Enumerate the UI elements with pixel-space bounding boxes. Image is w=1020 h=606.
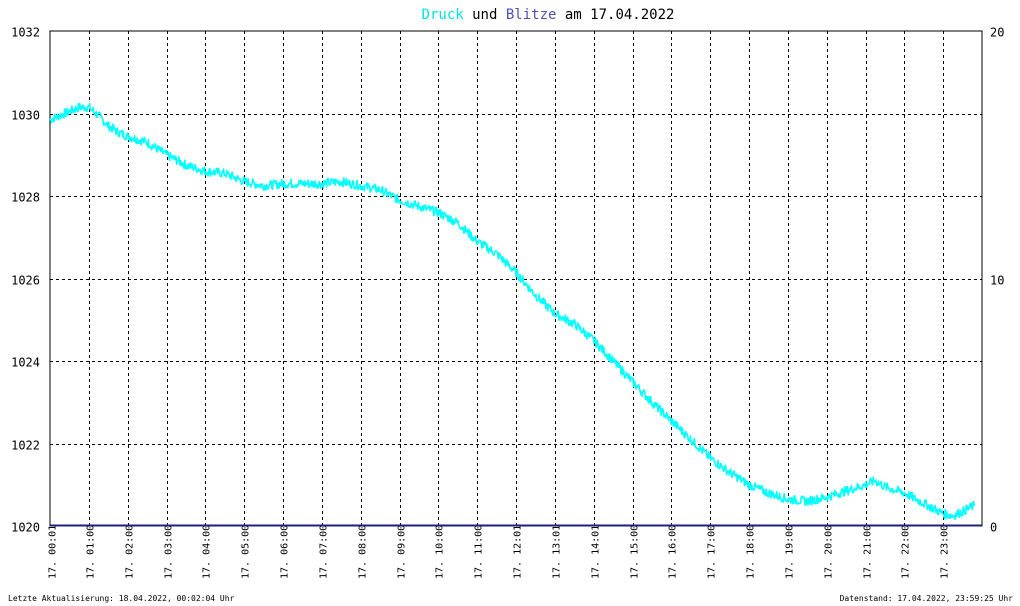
x-tick-label: 17. 23:00 — [940, 525, 951, 579]
x-tick-label: 17. 08:00 — [358, 525, 369, 579]
x-tick-label: 17. 14:01 — [591, 525, 602, 579]
title-und: und — [464, 7, 506, 23]
y-left-tick-label: 1026 — [11, 274, 40, 288]
x-tick-label: 17. 03:00 — [164, 525, 175, 579]
y-right-tick-label: 20 — [990, 26, 1004, 40]
chart-title: Druck und Blitze am 17.04.2022 — [422, 7, 675, 23]
x-axis: 17. 00:01 17. 01:00 17. 02:00 17. 03:00 17. … — [48, 525, 951, 579]
footer-last-update: Letzte Aktualisierung: 18.04.2022, 00:02… — [8, 594, 235, 603]
title-date: am 17.04.2022 — [556, 7, 674, 23]
druck-series-line — [49, 103, 975, 520]
y-right-tick-label: 0 — [990, 521, 997, 535]
x-tick-label: 17. 05:00 — [241, 525, 252, 579]
x-tick-label: 17. 16:00 — [668, 525, 679, 579]
y-left-tick-label: 1032 — [11, 26, 40, 40]
x-tick-label: 17. 10:00 — [435, 525, 446, 579]
x-tick-label: 17. 15:00 — [630, 525, 641, 579]
x-tick-label: 17. 00:01 — [48, 525, 59, 579]
x-tick-label: 17. 04:00 — [202, 525, 213, 579]
y-left-tick-label: 1022 — [11, 439, 40, 453]
y-axis-left: 1020 1022 1024 1026 1028 1030 1032 — [11, 26, 40, 535]
x-tick-label: 17. 21:00 — [863, 525, 874, 579]
x-tick-label: 17. 22:00 — [901, 525, 912, 579]
y-right-tick-label: 10 — [990, 274, 1004, 288]
y-left-tick-label: 1028 — [11, 191, 40, 205]
title-blitze: Blitze — [506, 7, 557, 23]
x-tick-label: 17. 01:00 — [86, 525, 97, 579]
x-tick-label: 17. 07:00 — [319, 525, 330, 579]
x-tick-label: 17. 09:00 — [397, 525, 408, 579]
y-left-tick-label: 1020 — [11, 521, 40, 535]
y-left-tick-label: 1030 — [11, 109, 40, 123]
title-druck: Druck — [422, 7, 465, 23]
x-tick-label: 17. 02:00 — [125, 525, 136, 579]
x-tick-label: 17. 11:00 — [474, 525, 485, 579]
x-tick-label: 17. 13:01 — [552, 525, 563, 579]
y-axis-right: 0 10 20 — [990, 26, 1004, 535]
grid — [49, 30, 983, 527]
footer-data-state: Datenstand: 17.04.2022, 23:59:25 Uhr — [840, 594, 1014, 603]
y-left-tick-label: 1024 — [11, 356, 40, 370]
x-tick-label: 17. 12:01 — [513, 525, 524, 579]
x-tick-label: 17. 18:00 — [746, 525, 757, 579]
x-tick-label: 17. 19:00 — [785, 525, 796, 579]
x-tick-label: 17. 20:00 — [824, 525, 835, 579]
x-tick-label: 17. 17:00 — [707, 525, 718, 579]
x-tick-label: 17. 06:00 — [280, 525, 291, 579]
series-layer — [49, 103, 982, 527]
